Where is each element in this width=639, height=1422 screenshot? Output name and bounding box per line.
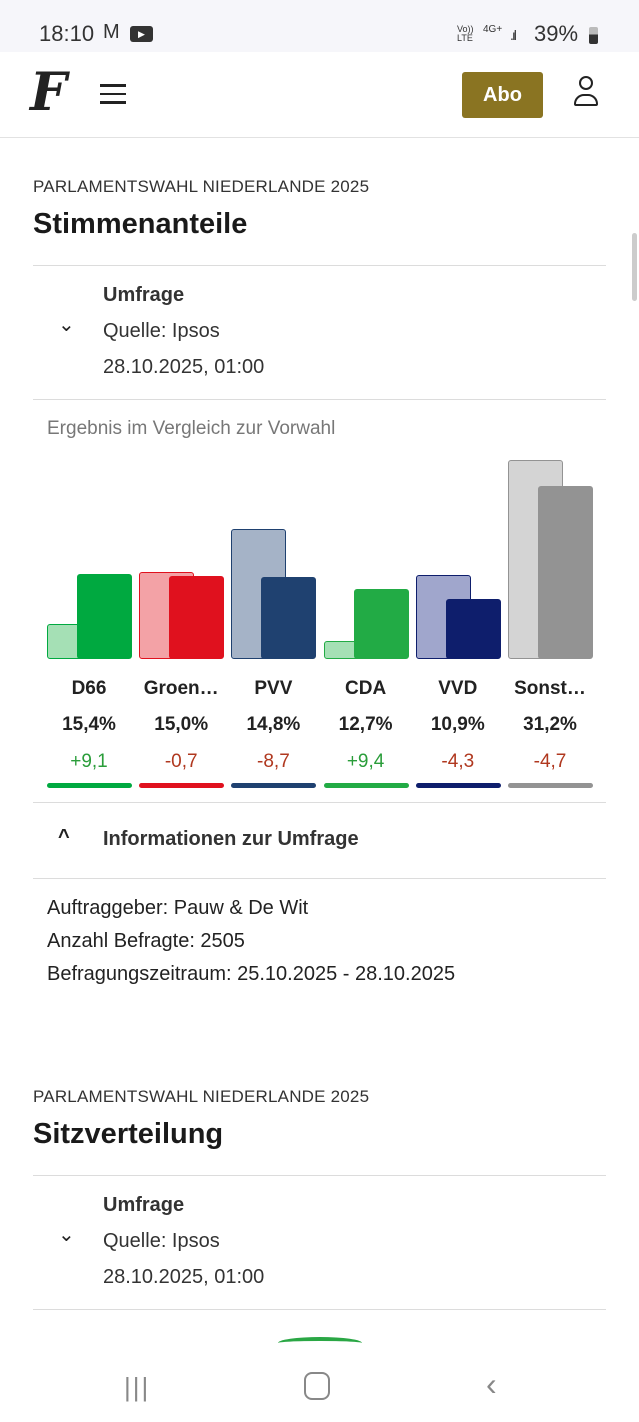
poll-info: Auftraggeber: Pauw & De Wit Anzahl Befra… [47,892,455,991]
signal-icon: .ıl [510,27,517,43]
divider [33,878,606,879]
party-label: CDA [345,678,387,699]
abo-button[interactable]: Abo [462,72,543,118]
back-icon[interactable]: ‹ [486,1366,497,1402]
bar-current [353,588,409,659]
divider [33,399,606,400]
chevron-up-icon[interactable]: ^ [58,826,70,848]
info-toggle[interactable]: Informationen zur Umfrage [103,828,359,850]
delta-label: +9,1 [70,751,108,772]
faz-logo[interactable]: F [30,62,67,123]
party-label: PVV [254,678,293,699]
volte-icon: Vo)) LTE [457,24,474,43]
party-color-line [508,783,593,788]
bar-current [169,575,225,659]
delta-label: +9,4 [346,751,385,772]
section-kicker: PARLAMENTSWAHL NIEDERLANDE 2025 [33,177,370,196]
network-label: 4G+ [483,24,503,35]
poll-period: Befragungszeitraum: 25.10.2025 - 28.10.2… [47,963,456,985]
user-icon[interactable] [572,76,600,110]
party-color-line [415,783,501,788]
bar-current [261,576,317,659]
home-icon[interactable] [304,1372,330,1400]
party-color-line [323,783,409,788]
seat-chart-arc [278,1337,362,1349]
battery-level: 39% [534,21,579,46]
bar-current [538,486,593,659]
gmail-icon: M [103,21,120,43]
chevron-down-icon[interactable]: ⌄ [58,314,75,336]
youtube-icon: ▶ [130,26,153,42]
poll-date: 28.10.2025, 01:00 [103,1266,265,1288]
value-label: 10,9% [430,714,485,735]
android-nav-bar [0,1346,639,1422]
status-bar: 18:10 M ▶ Vo)) LTE 4G+ .ıl 39% [0,0,639,52]
bar-current [445,598,501,659]
section-title: Sitzverteilung [33,1118,224,1150]
party-color-line [47,783,132,788]
poll-respondents: Anzahl Befragte: 2505 [47,930,245,952]
scrollbar[interactable] [632,233,637,301]
section-title: Stimmenanteile [33,208,248,240]
party-label: VVD [438,678,478,699]
status-time: 18:10 [39,21,95,46]
party-label: D66 [71,678,107,699]
battery-icon [589,27,598,44]
value-label: 12,7% [338,714,393,735]
chart-subtitle: Ergebnis im Vergleich zur Vorwahl [47,418,336,439]
delta-label: -0,7 [164,751,198,772]
value-label: 15,0% [154,714,209,735]
party-label: Groen… [143,678,219,699]
recent-apps-icon[interactable]: ||| [124,1372,151,1402]
poll-date: 28.10.2025, 01:00 [103,356,265,378]
menu-icon[interactable] [100,84,126,104]
divider [33,265,606,266]
delta-label: -8,7 [257,751,290,772]
value-label: 31,2% [523,714,577,735]
poll-source: Quelle: Ipsos [103,320,220,342]
divider [33,1175,606,1176]
poll-client: Auftraggeber: Pauw & De Wit [47,897,309,919]
divider [33,802,606,803]
value-label: 15,4% [62,714,116,735]
poll-source: Quelle: Ipsos [103,1230,220,1252]
value-label: 14,8% [246,714,301,735]
poll-label[interactable]: Umfrage [103,284,185,306]
bar-current [77,573,132,659]
delta-label: -4,7 [533,751,567,772]
party-color-line [139,783,225,788]
poll-label[interactable]: Umfrage [103,1194,185,1216]
party-label: Sonst… [514,678,586,699]
delta-label: -4,3 [441,751,475,772]
section-kicker: PARLAMENTSWAHL NIEDERLANDE 2025 [33,1087,370,1106]
party-color-line [231,783,317,788]
vote-share-chart: D66 15,4% +9,1 Groen… 15,0% -0,7 PVV 14,8% -8,7 C… [47,459,593,788]
chevron-down-icon[interactable]: ⌄ [58,1224,75,1246]
divider [33,1309,606,1310]
